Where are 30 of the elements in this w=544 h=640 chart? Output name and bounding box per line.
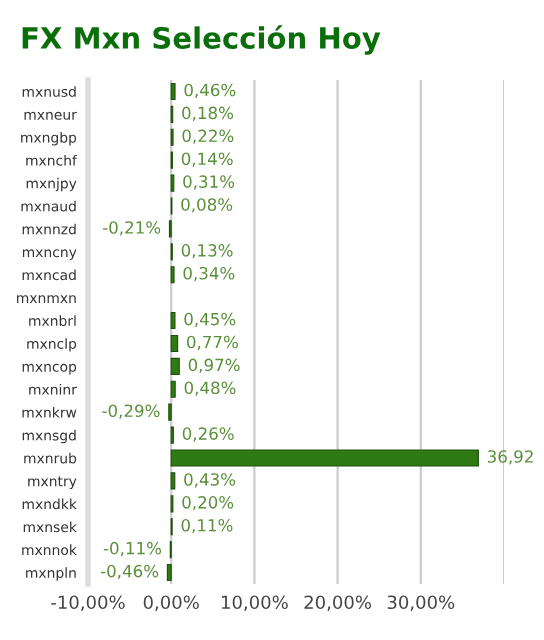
data-label: 36,92: [487, 450, 533, 465]
data-label: 0,13%: [181, 244, 233, 259]
data-label: -0,29%: [102, 404, 160, 419]
x-tick-label: 0,00%: [143, 595, 199, 611]
data-label: -0,46%: [100, 564, 159, 580]
data-label: 0,26%: [182, 427, 234, 442]
data-label: 0,20%: [182, 496, 234, 511]
bar: [170, 334, 179, 353]
data-label: -0,11%: [103, 541, 162, 557]
data-label: 0,18%: [182, 106, 234, 121]
data-label: 0,45%: [184, 312, 236, 328]
data-label: 0,08%: [181, 198, 233, 213]
x-tick-label: 10,00%: [221, 595, 288, 611]
bar: [170, 357, 180, 375]
x-tick-label: 20,00%: [304, 595, 372, 611]
data-label: 0,46%: [184, 83, 236, 98]
data-label: 0,77%: [187, 335, 238, 350]
data-label: 0,34%: [183, 266, 235, 282]
bar: [170, 449, 479, 467]
data-label: 0,11%: [181, 518, 233, 534]
data-label: 0,48%: [184, 381, 236, 396]
data-label: 0,14%: [181, 152, 233, 167]
x-tick-label: -10,00%: [51, 595, 125, 611]
chart-title: FX Mxn Selección Hoy: [22, 25, 381, 55]
data-label: 0,22%: [182, 129, 234, 144]
data-label: 0,97%: [188, 358, 240, 373]
data-label: -0,21%: [102, 221, 161, 236]
data-label: 0,43%: [184, 473, 236, 488]
data-label: 0,31%: [183, 175, 235, 190]
x-tick-label: 30,00%: [387, 595, 455, 611]
